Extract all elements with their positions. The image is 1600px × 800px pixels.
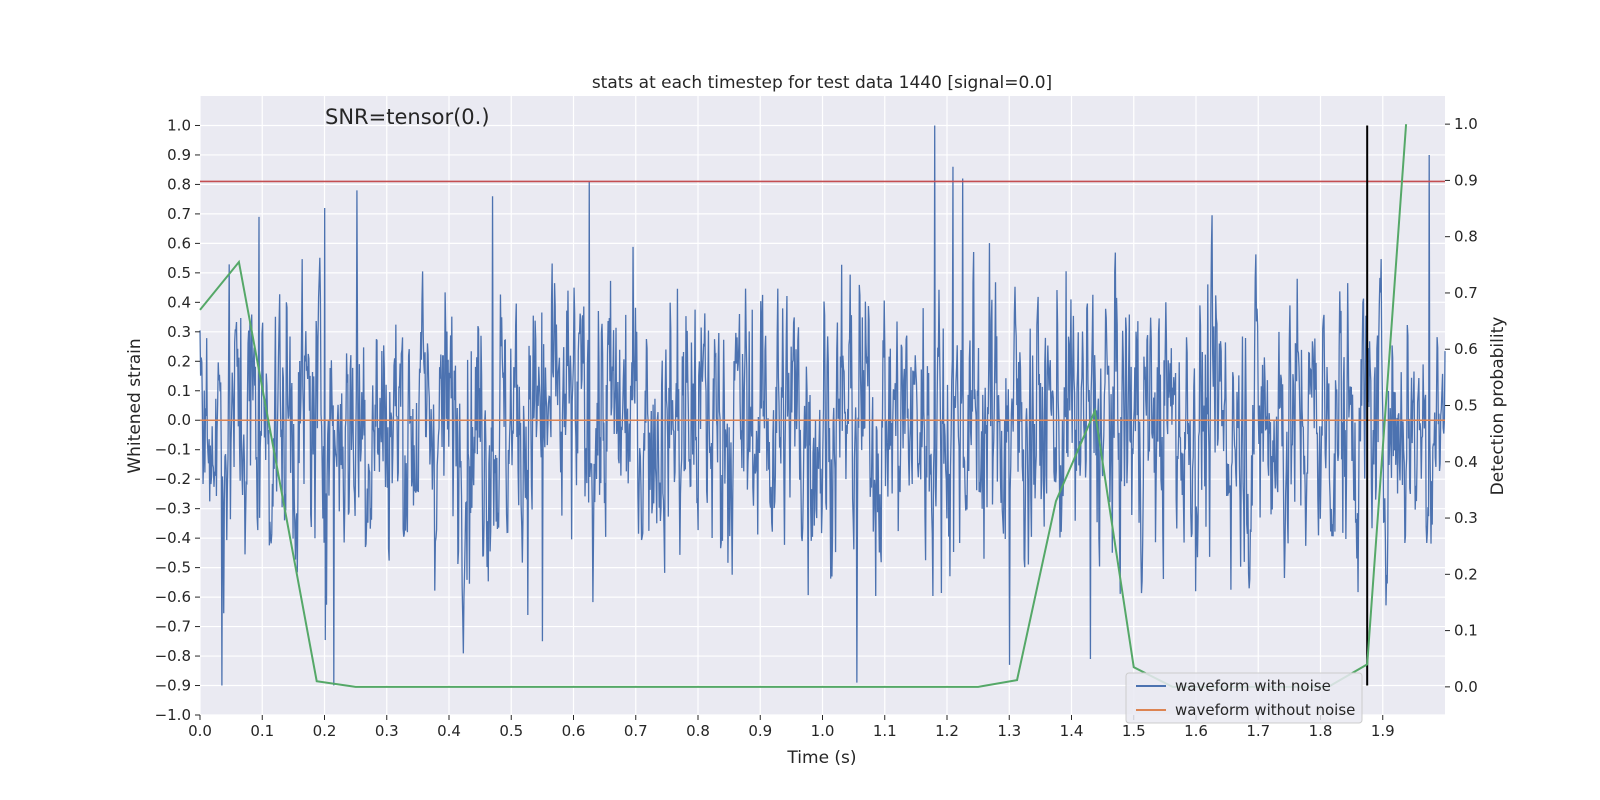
- y-tick-label: −0.9: [155, 677, 191, 695]
- x-tick-label: 1.6: [1184, 722, 1208, 740]
- y-tick-label: −0.4: [155, 529, 191, 547]
- y-tick-label: −0.7: [155, 618, 191, 636]
- x-tick-label: 1.8: [1309, 722, 1333, 740]
- y-tick-label: 0.8: [167, 175, 191, 193]
- y2-tick-label: 0.8: [1454, 228, 1478, 246]
- x-tick-label: 1.5: [1122, 722, 1146, 740]
- y-tick-label: 0.2: [167, 352, 191, 370]
- y-tick-label: 0.5: [167, 264, 191, 282]
- y-tick-label: 0.6: [167, 234, 191, 252]
- y2-axis-ticks: 0.0 0.1 0.2 0.3 0.4 0.5 0.6 0.7 0.8 0.9 1.0: [1445, 115, 1478, 696]
- y-tick-label: 0.1: [167, 382, 191, 400]
- y-axis-label: Whitened strain: [125, 338, 145, 473]
- y2-tick-label: 1.0: [1454, 115, 1478, 133]
- x-tick-label: 0.9: [748, 722, 772, 740]
- x-tick-label: 0.4: [437, 722, 461, 740]
- y-tick-label: 0.0: [167, 411, 191, 429]
- legend: waveform with noise waveform without noi…: [1125, 672, 1363, 724]
- y2-tick-label: 0.5: [1454, 397, 1478, 415]
- x-tick-label: 1.9: [1371, 722, 1395, 740]
- plot-area: [199, 124, 1446, 688]
- y2-tick-label: 0.0: [1454, 678, 1478, 696]
- x-tick-label: 0.1: [250, 722, 274, 740]
- y-tick-label: 0.4: [167, 293, 191, 311]
- y-tick-label: 0.9: [167, 146, 191, 164]
- x-tick-label: 0.6: [562, 722, 586, 740]
- x-axis-label: Time (s): [786, 748, 856, 768]
- x-tick-label: 1.4: [1060, 722, 1084, 740]
- y-tick-label: −0.8: [155, 647, 191, 665]
- y-tick-label: −0.5: [155, 559, 191, 577]
- legend-label-noise: waveform with noise: [1175, 677, 1331, 695]
- y2-tick-label: 0.3: [1454, 509, 1478, 527]
- x-tick-label: 0.8: [686, 722, 710, 740]
- legend-box: [1125, 672, 1363, 724]
- y-tick-label: 1.0: [167, 116, 191, 134]
- y-tick-label: −0.3: [155, 500, 191, 518]
- y-tick-label: 0.7: [167, 205, 191, 223]
- x-tick-label: 1.2: [935, 722, 959, 740]
- y2-tick-label: 0.6: [1454, 340, 1478, 358]
- x-tick-label: 1.1: [873, 722, 897, 740]
- x-tick-label: 0.3: [375, 722, 399, 740]
- x-tick-label: 0.0: [188, 722, 212, 740]
- snr-annotation: SNR=tensor(0.): [325, 105, 490, 129]
- x-axis-ticks: 0.0 0.1 0.2 0.3 0.4 0.5 0.6 0.7 0.8 0.9 1.0 1.1 1.2 1…: [188, 715, 1395, 740]
- y-tick-label: 0.3: [167, 323, 191, 341]
- y2-tick-label: 0.9: [1454, 171, 1478, 189]
- x-tick-label: 1.3: [997, 722, 1021, 740]
- x-tick-label: 1.0: [811, 722, 835, 740]
- x-tick-label: 0.2: [313, 722, 337, 740]
- y-tick-label: −0.6: [155, 588, 191, 606]
- chart-title: stats at each timestep for test data 144…: [592, 73, 1052, 93]
- y2-tick-label: 0.4: [1454, 453, 1478, 471]
- y2-axis-label: Detection probability: [1488, 317, 1508, 496]
- y2-tick-label: 0.7: [1454, 284, 1478, 302]
- y-tick-label: −0.1: [155, 441, 191, 459]
- y-tick-label: −0.2: [155, 470, 191, 488]
- y-tick-label: −1.0: [155, 706, 191, 724]
- series-waveform-with-noise: [199, 125, 1446, 686]
- legend-label-clean: waveform without noise: [1175, 701, 1355, 719]
- y2-tick-label: 0.2: [1454, 565, 1478, 583]
- x-tick-label: 0.7: [624, 722, 648, 740]
- x-tick-label: 0.5: [499, 722, 523, 740]
- y-axis-ticks: −1.0 −0.9 −0.8 −0.7 −0.6 −0.5 −0.4 −0.3 −0.2 −0.1…: [155, 116, 200, 724]
- x-tick-label: 1.7: [1246, 722, 1270, 740]
- y2-tick-label: 0.1: [1454, 622, 1478, 640]
